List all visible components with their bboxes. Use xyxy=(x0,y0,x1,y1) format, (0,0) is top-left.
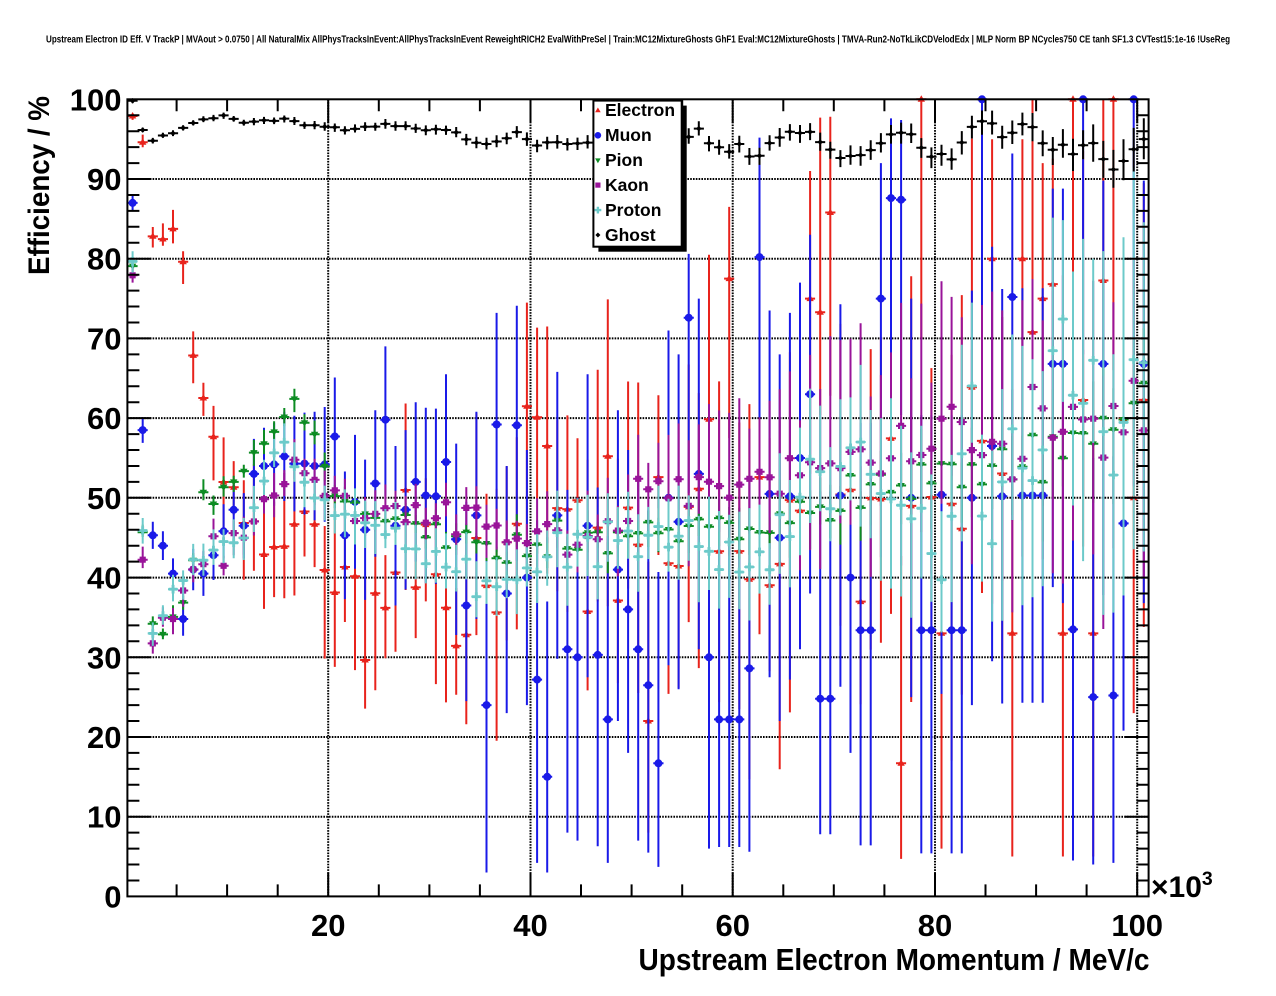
svg-text:Pion: Pion xyxy=(605,150,643,170)
svg-text:Upstream Electron ID Eff. V Tr: Upstream Electron ID Eff. V TrackP | MVA… xyxy=(46,35,1230,46)
svg-text:40: 40 xyxy=(87,561,121,596)
svg-text:100: 100 xyxy=(70,82,122,117)
svg-text:Upstream Electron Momentum / M: Upstream Electron Momentum / MeV/c xyxy=(639,942,1150,977)
svg-text:Efficiency / %: Efficiency / % xyxy=(23,96,56,275)
svg-text:100: 100 xyxy=(1111,908,1163,943)
svg-text:20: 20 xyxy=(311,908,345,943)
svg-text:30: 30 xyxy=(87,640,121,675)
svg-text:Kaon: Kaon xyxy=(605,175,649,195)
svg-text:Electron: Electron xyxy=(605,100,675,120)
svg-text:Muon: Muon xyxy=(605,125,652,145)
svg-text:60: 60 xyxy=(715,908,749,943)
svg-text:80: 80 xyxy=(87,242,121,277)
svg-text:0: 0 xyxy=(104,879,121,914)
svg-text:50: 50 xyxy=(87,481,121,516)
svg-text:40: 40 xyxy=(513,908,547,943)
svg-text:Ghost: Ghost xyxy=(605,225,656,245)
svg-text:10: 10 xyxy=(87,800,121,835)
svg-text:90: 90 xyxy=(87,162,121,197)
svg-text:70: 70 xyxy=(87,321,121,356)
svg-text:20: 20 xyxy=(87,720,121,755)
svg-text:80: 80 xyxy=(918,908,952,943)
svg-text:Proton: Proton xyxy=(605,200,661,220)
svg-text:60: 60 xyxy=(87,401,121,436)
